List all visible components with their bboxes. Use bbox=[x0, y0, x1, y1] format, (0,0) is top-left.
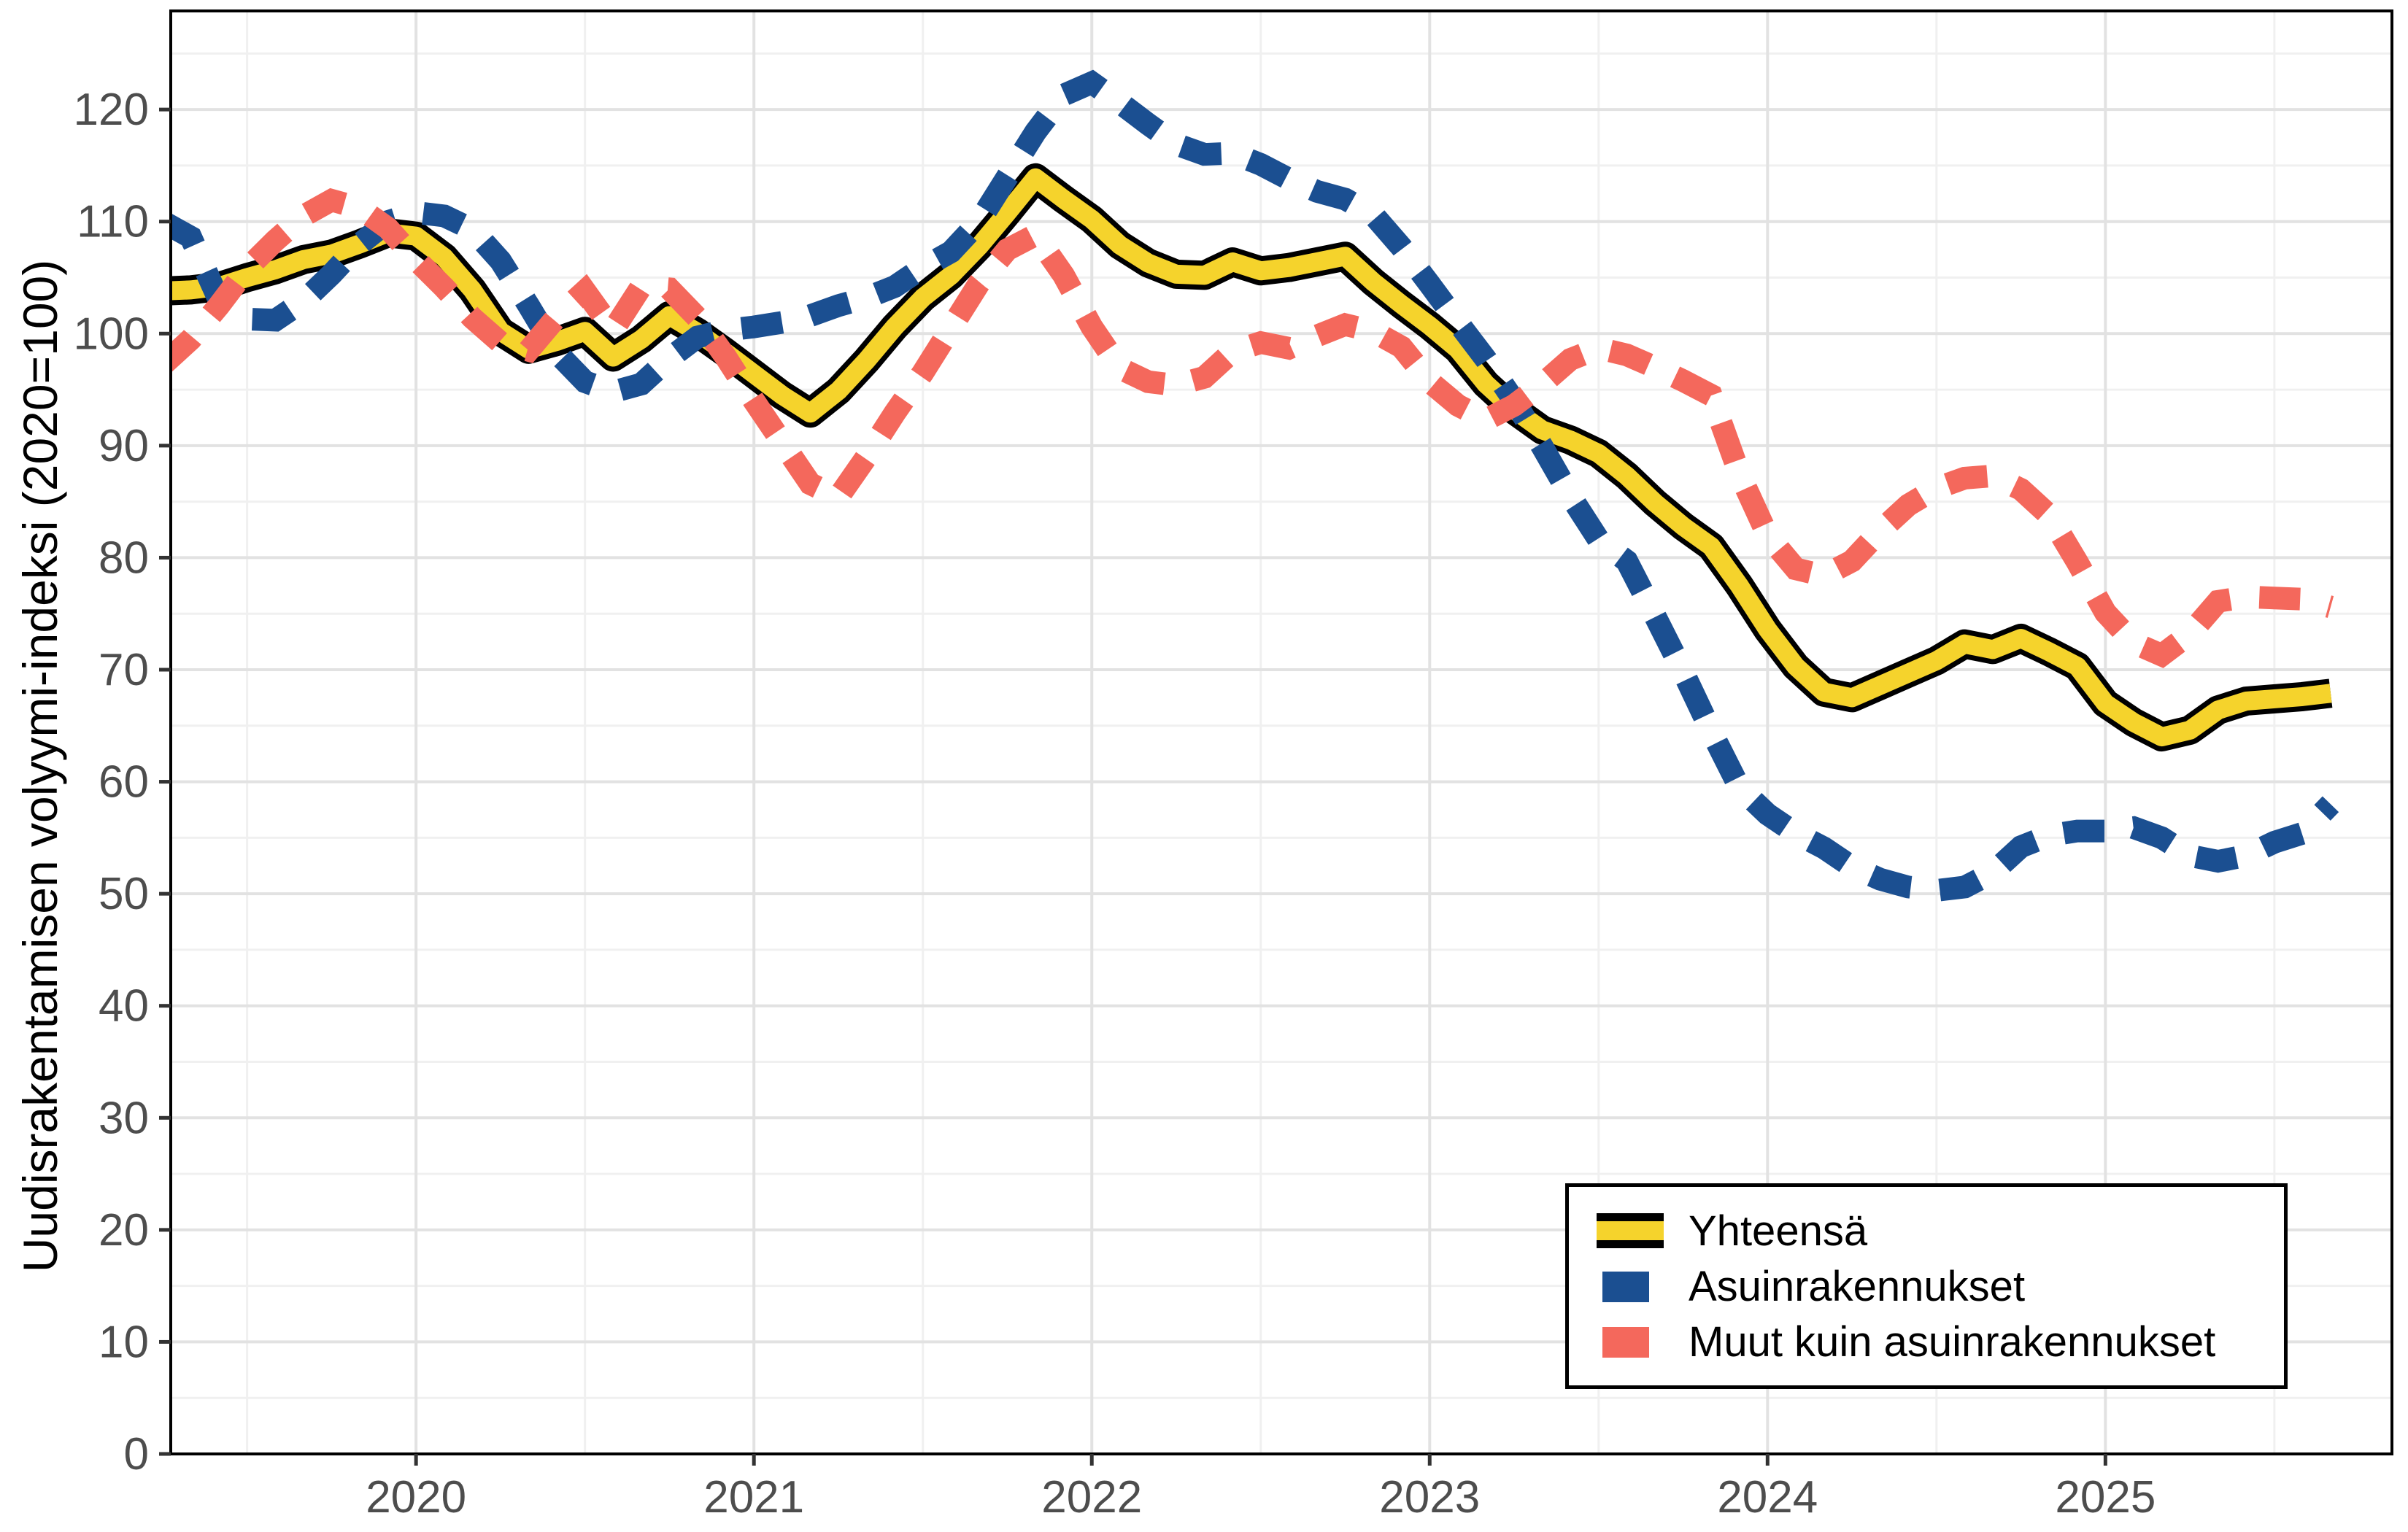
legend-label: Yhteensä bbox=[1689, 1207, 1868, 1255]
y-tick-label: 20 bbox=[99, 1205, 149, 1256]
y-tick-label: 50 bbox=[99, 869, 149, 919]
legend: Yhteensä Asuinrakennukset Muut kuin asuinr… bbox=[1565, 1183, 2288, 1389]
x-tick-label: 2022 bbox=[1041, 1472, 1142, 1523]
legend-label: Asuinrakennukset bbox=[1689, 1262, 2026, 1310]
y-tick-label: 120 bbox=[74, 85, 149, 135]
y-tick-label: 0 bbox=[124, 1429, 149, 1479]
legend-entry: Muut kuin asuinrakennukset bbox=[1597, 1318, 2284, 1366]
legend-entry: Yhteensä bbox=[1597, 1207, 2284, 1255]
y-axis-title-text: Uudisrakentamisen volyymi-indeksi (2020=… bbox=[13, 259, 68, 1273]
x-tick-label: 2025 bbox=[2055, 1472, 2156, 1523]
y-tick-label: 90 bbox=[99, 421, 149, 471]
legend-key-banded-line-icon bbox=[1597, 1210, 1664, 1251]
series-line-Muut kuin asuinrakennukset bbox=[171, 187, 2334, 668]
legend-key-square-icon bbox=[1597, 1266, 1664, 1307]
x-tick-label: 2023 bbox=[1379, 1472, 1480, 1523]
y-axis-title: Uudisrakentamisen volyymi-indeksi (2020=… bbox=[7, 0, 73, 1532]
y-tick-label: 80 bbox=[99, 533, 149, 583]
y-tick-label: 10 bbox=[99, 1317, 149, 1367]
x-tick-label: 2020 bbox=[366, 1472, 466, 1523]
y-tick-label: 110 bbox=[77, 197, 149, 247]
y-tick-label: 100 bbox=[74, 309, 149, 359]
panel-border bbox=[169, 9, 2393, 1455]
y-tick-label: 60 bbox=[99, 757, 149, 808]
x-tick-label: 2024 bbox=[1717, 1472, 1818, 1523]
legend-key-square-icon bbox=[1597, 1321, 1664, 1362]
series-group bbox=[171, 69, 2339, 902]
x-tick-label: 2021 bbox=[703, 1472, 804, 1523]
y-tick-label: 30 bbox=[99, 1093, 149, 1143]
series-line-Asuinrakennukset bbox=[171, 69, 2339, 902]
legend-label: Muut kuin asuinrakennukset bbox=[1689, 1318, 2216, 1366]
y-tick-label: 70 bbox=[99, 645, 149, 695]
legend-entry: Asuinrakennukset bbox=[1597, 1262, 2284, 1310]
y-tick-label: 40 bbox=[99, 981, 149, 1032]
